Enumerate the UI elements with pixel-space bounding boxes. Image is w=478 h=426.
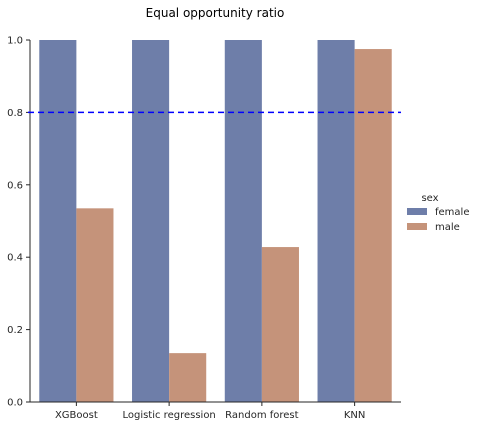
bar-female-2 bbox=[224, 40, 262, 402]
bar-female-0 bbox=[39, 40, 77, 402]
chart-title: Equal opportunity ratio bbox=[146, 6, 285, 20]
x-tick-label-3: KNN bbox=[344, 410, 366, 421]
bar-male-2 bbox=[261, 247, 299, 402]
y-tick-label-1: 0.2 bbox=[7, 325, 23, 336]
bar-male-1 bbox=[169, 353, 207, 402]
legend-swatch-male bbox=[407, 223, 427, 230]
x-axis: XGBoost Logistic regression Random forest K… bbox=[30, 401, 401, 421]
legend-label-male: male bbox=[435, 222, 460, 233]
x-tick-label-2: Random forest bbox=[225, 410, 298, 421]
legend-title: sex bbox=[421, 193, 438, 204]
legend-label-female: female bbox=[435, 207, 469, 218]
y-tick-label-3: 0.6 bbox=[7, 180, 23, 191]
bar-male-0 bbox=[76, 208, 114, 402]
x-tick-label-1: Logistic regression bbox=[122, 410, 215, 421]
bar-male-3 bbox=[354, 49, 392, 403]
y-tick-label-5: 1.0 bbox=[7, 36, 23, 47]
x-tick-label-0: XGBoost bbox=[55, 410, 98, 421]
bar-female-3 bbox=[317, 40, 355, 402]
bar-female-1 bbox=[132, 40, 170, 402]
legend: sex female male bbox=[407, 193, 469, 233]
bars-group bbox=[39, 40, 392, 403]
y-axis: 0.0 0.2 0.4 0.6 0.8 1.0 bbox=[7, 36, 31, 409]
legend-swatch-female bbox=[407, 208, 427, 215]
y-tick-label-2: 0.4 bbox=[7, 253, 23, 264]
y-tick-label-0: 0.0 bbox=[7, 398, 23, 409]
y-tick-label-4: 0.8 bbox=[7, 108, 23, 119]
